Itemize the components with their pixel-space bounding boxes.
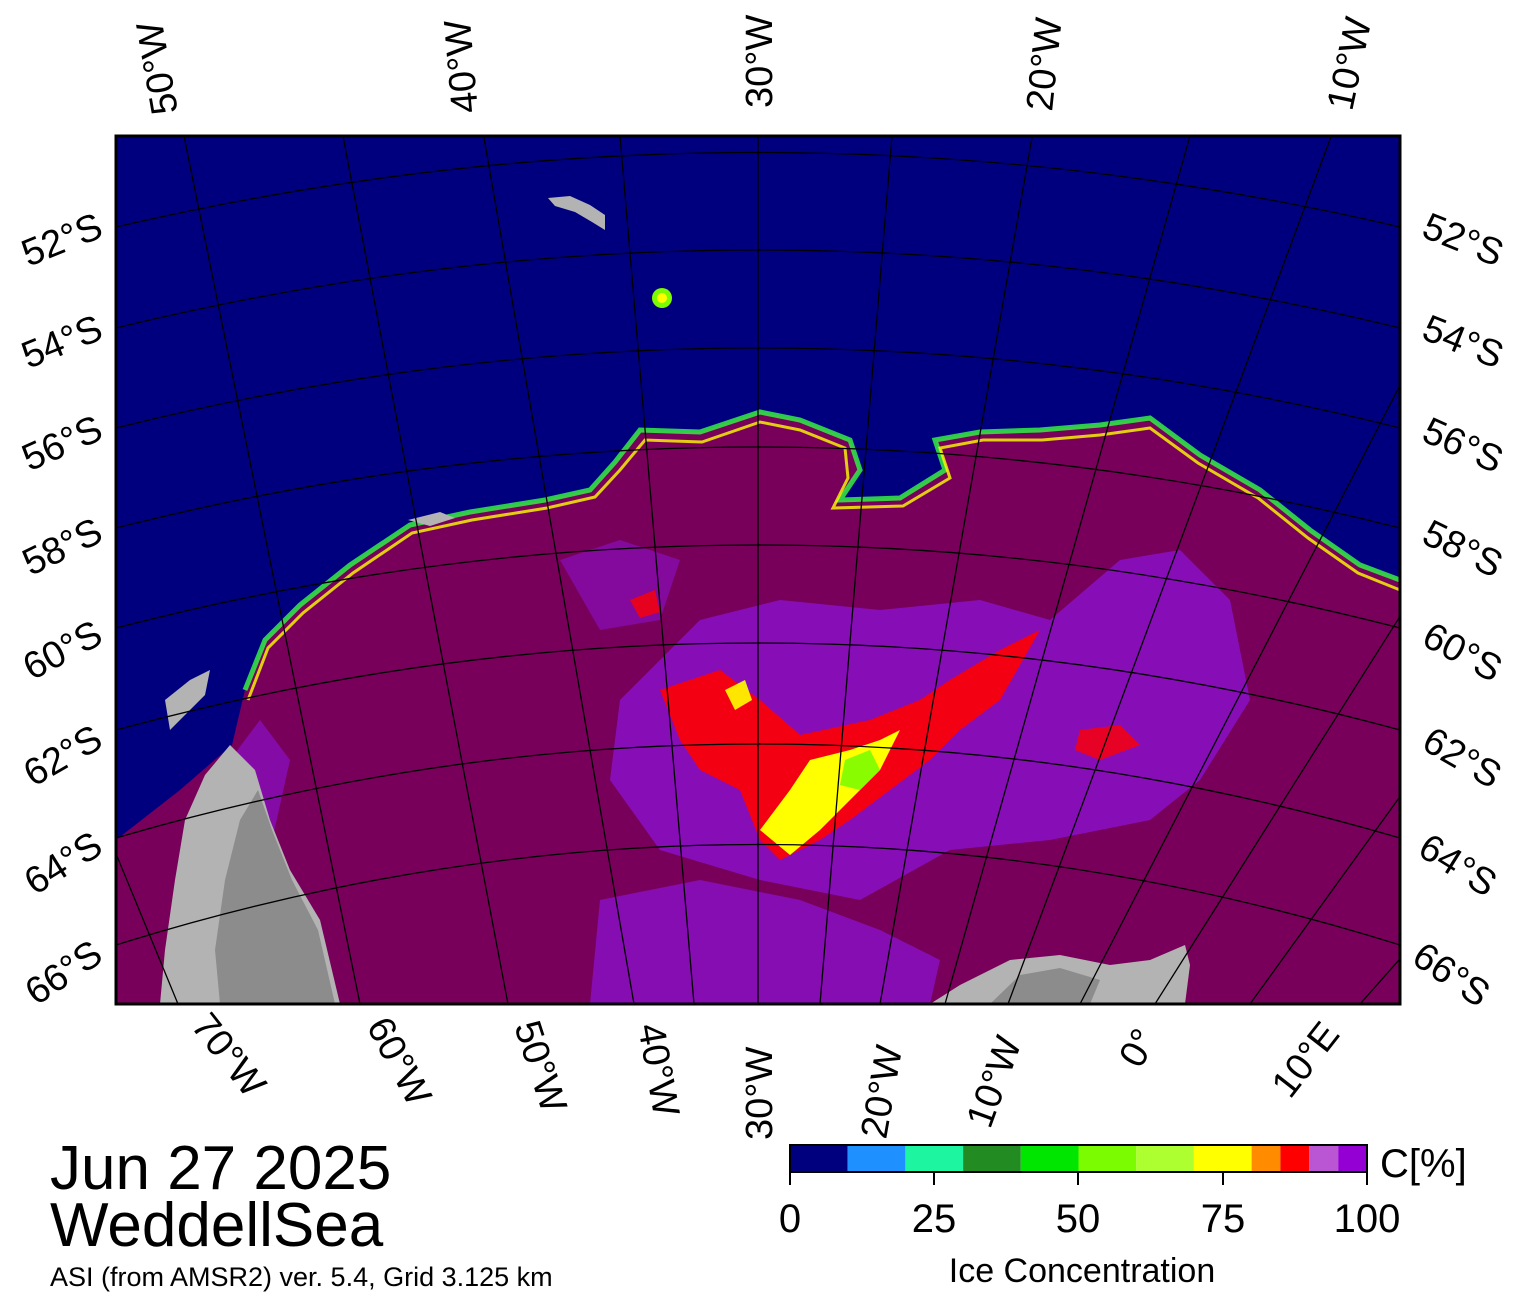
bottom-lon-label: 60°W: [358, 1011, 439, 1113]
colorbar-label: Ice Concentration: [949, 1252, 1216, 1290]
left-lat-label: 58°S: [16, 510, 109, 584]
lon-line-25w: [819, 136, 893, 1004]
land-antarctic-peninsula-dark: [215, 790, 335, 1004]
colorbar-swatch: [1338, 1145, 1367, 1172]
bottom-lon-label: 10°W: [959, 1031, 1030, 1133]
colorbar-swatch: [1078, 1145, 1137, 1172]
colorbar-swatch: [1251, 1145, 1281, 1172]
map-frame: [114, 134, 1402, 1006]
south-sandwich-island-core: [657, 293, 667, 303]
colorbar: 0 25 50 75 100 C[%] Ice Concentration: [779, 1142, 1467, 1290]
left-lat-labels: 52°S 54°S 56°S 58°S 60°S 62°S 64°S 66°S: [16, 205, 110, 1013]
colorbar-tick-label: 25: [912, 1197, 957, 1241]
colorbar-swatch: [1280, 1145, 1310, 1172]
bottom-lon-label: 0°: [1111, 1022, 1166, 1074]
right-lat-label: 66°S: [1405, 935, 1497, 1016]
bottom-lon-labels: 70°W 60°W 50°W 40°W 30°W 20°W 10°W 0° 10…: [183, 1006, 1348, 1142]
colorbar-tick-label: 75: [1201, 1197, 1246, 1241]
right-lat-label: 52°S: [1417, 205, 1510, 275]
colorbar-swatch: [1193, 1145, 1252, 1172]
colorbar-swatch: [963, 1145, 1021, 1172]
ice-patch-red: [660, 630, 1040, 860]
lon-line-70w: [116, 851, 179, 1004]
lon-line-15w: [944, 136, 1191, 1004]
bottom-lon-label: 20°W: [854, 1042, 912, 1141]
ice-patch-yellow-2: [725, 680, 752, 710]
left-lat-label: 52°S: [16, 205, 109, 275]
top-lon-label: 40°W: [437, 18, 487, 115]
right-lat-label: 54°S: [1417, 307, 1510, 377]
lon-line-5e: [1249, 795, 1400, 1004]
lon-line-5w: [1079, 383, 1400, 1004]
graticule: [116, 136, 1400, 1004]
right-lat-label: 60°S: [1416, 615, 1509, 691]
ice-edge-yellow: [246, 420, 1400, 701]
top-lon-label: 50°W: [129, 18, 187, 117]
lon-line-60w: [183, 136, 361, 1004]
bottom-lon-label: 10°E: [1264, 1014, 1348, 1105]
colorbar-tick-label: 100: [1334, 1197, 1401, 1241]
top-lon-label: 10°W: [1320, 14, 1381, 114]
bottom-lon-label: 40°W: [629, 1020, 687, 1119]
ice-patch-red-2: [1075, 725, 1140, 760]
map-region: WeddellSea: [50, 1191, 384, 1260]
colorbar-swatch: [847, 1145, 906, 1172]
bottom-lon-label: 70°W: [183, 1006, 274, 1106]
left-lat-label: 62°S: [17, 717, 110, 795]
lon-line-40w: [483, 136, 635, 1004]
colorbar-swatch: [790, 1145, 848, 1172]
top-lon-labels: 50°W 40°W 30°W 20°W 10°W: [129, 14, 1380, 118]
data-credit: ASI (from AMSR2) ver. 5.4, Grid 3.125 km: [50, 1262, 553, 1292]
colorbar-unit: C[%]: [1380, 1142, 1467, 1186]
colorbar-swatch: [1309, 1145, 1339, 1172]
right-lat-labels: 52°S 54°S 56°S 58°S 60°S 62°S 64°S 66°S: [1405, 205, 1509, 1015]
map-date: Jun 27 2025: [50, 1134, 392, 1203]
land-south-georgia: [548, 196, 605, 230]
left-lat-label: 60°S: [16, 613, 109, 689]
ice-zone-medium-2: [590, 880, 940, 1004]
top-lon-label: 30°W: [739, 15, 781, 108]
left-lat-label: 66°S: [18, 933, 110, 1014]
left-lat-label: 56°S: [16, 408, 109, 480]
colorbar-tick-label: 0: [779, 1197, 801, 1241]
top-lon-label: 20°W: [1019, 16, 1071, 113]
lon-line-20w: [879, 136, 1033, 1004]
left-lat-label: 54°S: [16, 307, 109, 377]
lon-line-0: [1154, 615, 1400, 1004]
colorbar-swatches: [790, 1145, 1367, 1172]
right-lat-label: 56°S: [1416, 410, 1509, 482]
lon-line-10w: [1007, 136, 1332, 1004]
land-small-island: [408, 512, 455, 526]
land-queen-maud-dark: [990, 968, 1100, 1004]
left-lat-label: 64°S: [17, 824, 109, 904]
colorbar-swatch: [1020, 1145, 1079, 1172]
lon-line-35w: [619, 136, 695, 1004]
bottom-lon-label: 30°W: [739, 1047, 781, 1140]
right-lat-label: 58°S: [1416, 512, 1509, 586]
ice-patch-green: [840, 750, 880, 790]
lon-line-50w: [342, 136, 509, 1004]
bottom-lon-label: 50°W: [505, 1016, 574, 1118]
colorbar-swatch: [1136, 1145, 1194, 1172]
colorbar-swatch: [905, 1145, 964, 1172]
right-lat-label: 62°S: [1416, 719, 1509, 797]
ice-patch-red-3: [630, 590, 660, 618]
colorbar-tick-label: 50: [1056, 1197, 1101, 1241]
right-lat-label: 64°S: [1411, 826, 1503, 906]
